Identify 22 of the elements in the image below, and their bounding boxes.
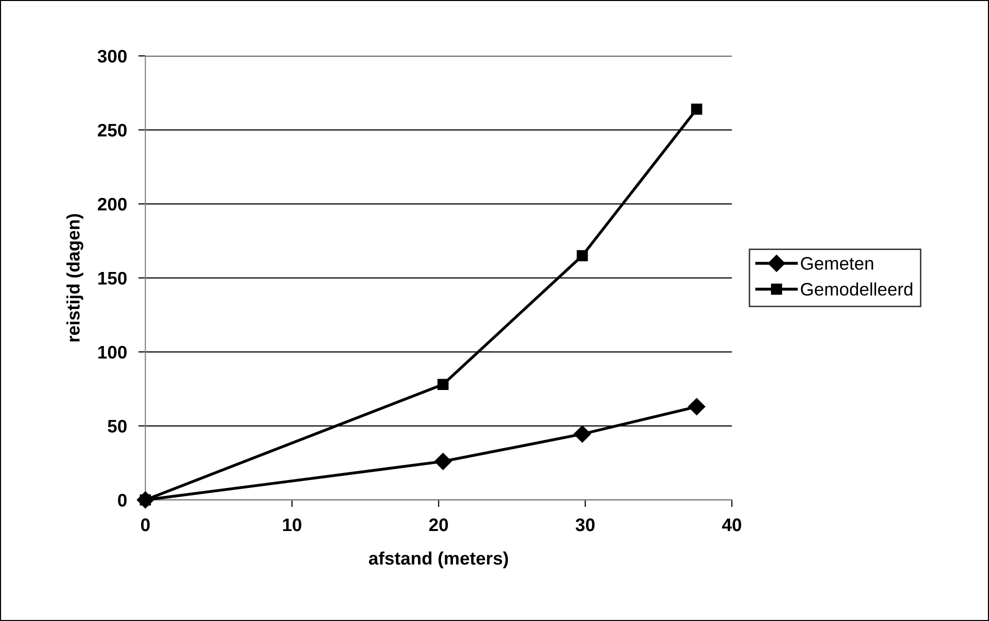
point — [574, 425, 591, 443]
y-tick-label: 250 — [98, 124, 127, 137]
y-tick-label: 150 — [98, 272, 127, 285]
legend-label: Gemeten — [800, 257, 874, 270]
point — [434, 452, 452, 470]
y-tick-label: 50 — [108, 420, 127, 433]
y-tick-label: 200 — [98, 198, 127, 211]
y-tick-label: 300 — [98, 50, 127, 63]
x-axis-title: afstand (meters) — [368, 551, 508, 568]
point — [437, 378, 449, 390]
x-tick-label: 0 — [141, 518, 150, 532]
point — [691, 104, 702, 115]
y-tick-label: 0 — [118, 494, 127, 507]
x-tick-label: 10 — [283, 518, 302, 532]
y-axis-title: reistijd (dagen) — [66, 214, 84, 342]
legend-label: Gemodelleerd — [800, 282, 912, 296]
x-tick-label: 20 — [429, 518, 448, 532]
y-tick-label: 100 — [98, 346, 127, 359]
x-tick-label: 30 — [576, 518, 595, 532]
x-tick-label: 40 — [722, 518, 742, 532]
point — [688, 398, 706, 416]
point — [576, 250, 588, 262]
